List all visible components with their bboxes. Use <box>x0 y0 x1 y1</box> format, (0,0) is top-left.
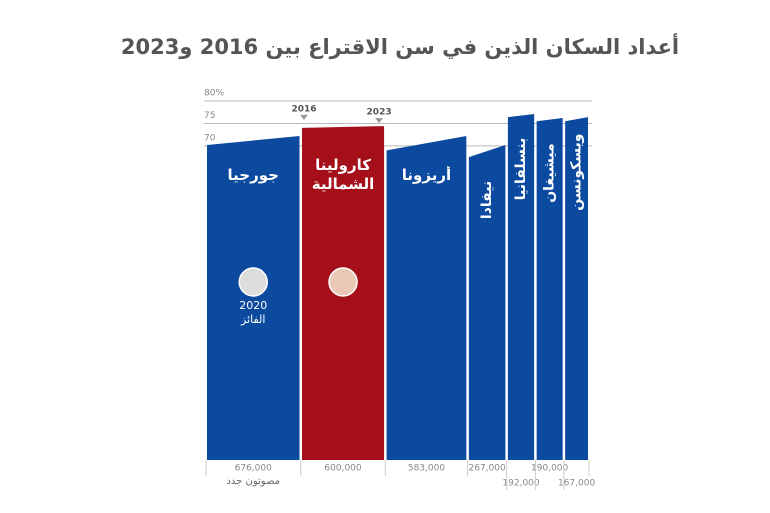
value-label: 190,000 <box>531 464 568 474</box>
value-label: 167,000 <box>558 479 595 489</box>
category-label: ويسكونسن <box>569 134 585 211</box>
category-label: كارولينا الشمالية <box>311 156 375 193</box>
bar <box>565 117 588 460</box>
category-label: بنسلفانيا <box>513 138 529 201</box>
winner-label: الفائز <box>240 313 265 326</box>
category-label-box: كارولينا الشمالية <box>311 156 375 193</box>
bar <box>207 136 300 460</box>
category-label: جورجيا <box>227 166 279 184</box>
bar <box>468 144 506 461</box>
chart-title: أعداد السكان الذين في سن الاقتراع بين 20… <box>121 32 679 59</box>
portrait <box>328 267 358 297</box>
category-label: ميشيغان <box>542 143 558 202</box>
winner-year: 2020 <box>239 299 267 312</box>
axis-label: مصوتون جدد <box>226 476 280 487</box>
category-label: أريزونا <box>401 166 452 184</box>
category-label-box: جورجيا <box>227 166 279 184</box>
value-label: 192,000 <box>502 479 539 489</box>
marker <box>375 118 384 124</box>
portrait <box>238 267 268 297</box>
category-label: نيفادا <box>479 181 495 219</box>
bar <box>536 118 563 461</box>
category-label-box: أريزونا <box>401 166 452 184</box>
y-tick-label: 75 <box>204 111 215 121</box>
value-label: 583,000 <box>408 464 445 474</box>
marker <box>299 114 308 120</box>
y-tick-label: 80% <box>204 89 224 99</box>
value-label: 267,000 <box>469 464 506 474</box>
y-tick-label: 70 <box>204 133 216 143</box>
series-label: 2023 <box>367 108 392 118</box>
bar <box>507 114 535 461</box>
bar <box>386 136 467 460</box>
value-label: 600,000 <box>324 464 361 474</box>
value-label: 676,000 <box>235 464 272 474</box>
series-label: 2016 <box>291 104 316 114</box>
